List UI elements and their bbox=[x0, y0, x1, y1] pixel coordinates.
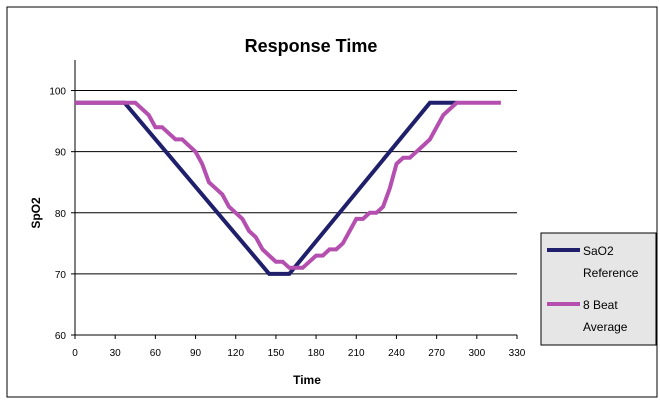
x-tick-label: 180 bbox=[308, 348, 325, 359]
legend: SaO2 Reference 8 Beat Average bbox=[540, 232, 657, 346]
x-tick-label: 330 bbox=[509, 348, 526, 359]
y-tick-label: 70 bbox=[55, 270, 67, 281]
y-tick-label: 80 bbox=[55, 209, 67, 220]
x-tick-label: 120 bbox=[227, 348, 244, 359]
x-axis-label: Time bbox=[293, 373, 321, 387]
x-tick-label: 270 bbox=[428, 348, 445, 359]
legend-label-1: SaO2 bbox=[583, 244, 614, 258]
x-tick-label: 240 bbox=[388, 348, 405, 359]
chart-title: Response Time bbox=[245, 36, 378, 56]
x-tick-label: 300 bbox=[468, 348, 485, 359]
series-lines bbox=[75, 100, 501, 276]
y-tick-label: 90 bbox=[55, 148, 67, 159]
legend-label-2: 8 Beat bbox=[583, 298, 618, 312]
axes bbox=[71, 60, 518, 339]
tick-labels: 60 70 80 90 100 0 30 60 90 120 150 180 210 240 270 300 3… bbox=[49, 87, 525, 359]
grid-lines bbox=[75, 90, 517, 275]
y-axis-label: SpO2 bbox=[29, 197, 43, 229]
x-tick-label: 150 bbox=[268, 348, 285, 359]
legend-label-1: Reference bbox=[583, 266, 639, 280]
legend-label-2: Average bbox=[583, 320, 628, 334]
x-tick-label: 210 bbox=[348, 348, 365, 359]
x-tick-label: 0 bbox=[72, 348, 78, 359]
legend-box bbox=[540, 232, 657, 346]
x-tick-label: 90 bbox=[190, 348, 202, 359]
y-tick-label: 100 bbox=[49, 87, 66, 98]
series-line-2 bbox=[75, 100, 501, 270]
x-tick-label: 30 bbox=[110, 348, 122, 359]
y-tick-label: 60 bbox=[55, 331, 67, 342]
x-tick-label: 60 bbox=[150, 348, 162, 359]
